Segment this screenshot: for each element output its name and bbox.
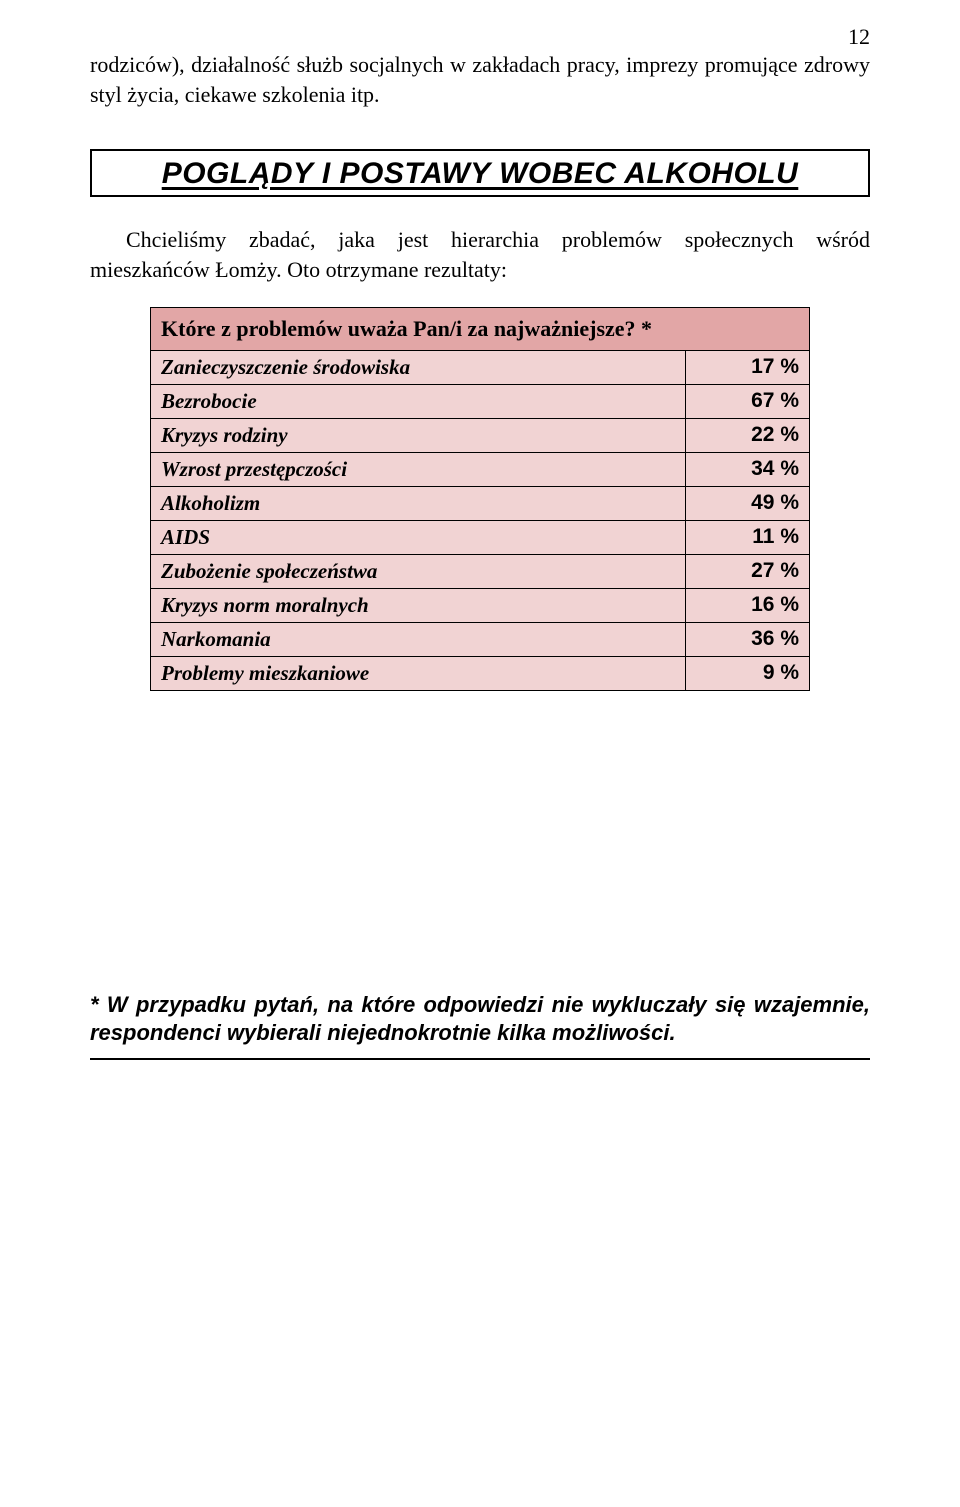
row-label: Zubożenie społeczeństwa: [151, 554, 686, 588]
row-value: 49 %: [686, 486, 810, 520]
table-row: Alkoholizm49 %: [151, 486, 810, 520]
bottom-rule: [90, 1058, 870, 1060]
results-table: Które z problemów uważa Pan/i za najważn…: [150, 307, 810, 691]
page-number: 12: [848, 24, 870, 50]
row-label: Kryzys norm moralnych: [151, 588, 686, 622]
row-value: 22 %: [686, 418, 810, 452]
row-label: Problemy mieszkaniowe: [151, 656, 686, 690]
table-row: AIDS11 %: [151, 520, 810, 554]
row-value: 16 %: [686, 588, 810, 622]
table-row: Zubożenie społeczeństwa27 %: [151, 554, 810, 588]
table-row: Kryzys norm moralnych16 %: [151, 588, 810, 622]
table-header: Które z problemów uważa Pan/i za najważn…: [151, 307, 810, 350]
table-row: Problemy mieszkaniowe9 %: [151, 656, 810, 690]
row-value: 17 %: [686, 350, 810, 384]
row-value: 11 %: [686, 520, 810, 554]
table-row: Kryzys rodziny22 %: [151, 418, 810, 452]
row-value: 36 %: [686, 622, 810, 656]
row-label: Alkoholizm: [151, 486, 686, 520]
row-label: Narkomania: [151, 622, 686, 656]
table-row: Wzrost przestępczości34 %: [151, 452, 810, 486]
intro-paragraph: rodziców), działalność służb socjalnych …: [90, 50, 870, 109]
table-row: Bezrobocie67 %: [151, 384, 810, 418]
footnote: * W przypadku pytań, na które odpowiedzi…: [90, 991, 870, 1048]
row-label: Zanieczyszczenie środowiska: [151, 350, 686, 384]
row-value: 9 %: [686, 656, 810, 690]
section-heading-box: POGLĄDY I POSTAWY WOBEC ALKOHOLU: [90, 149, 870, 197]
row-value: 34 %: [686, 452, 810, 486]
table-row: Zanieczyszczenie środowiska17 %: [151, 350, 810, 384]
results-table-wrap: Które z problemów uważa Pan/i za najważn…: [90, 307, 870, 691]
row-label: AIDS: [151, 520, 686, 554]
lead-paragraph: Chcieliśmy zbadać, jaka jest hierarchia …: [90, 225, 870, 284]
row-value: 67 %: [686, 384, 810, 418]
section-heading: POGLĄDY I POSTAWY WOBEC ALKOHOLU: [162, 157, 799, 190]
row-value: 27 %: [686, 554, 810, 588]
row-label: Bezrobocie: [151, 384, 686, 418]
row-label: Wzrost przestępczości: [151, 452, 686, 486]
table-row: Narkomania36 %: [151, 622, 810, 656]
row-label: Kryzys rodziny: [151, 418, 686, 452]
